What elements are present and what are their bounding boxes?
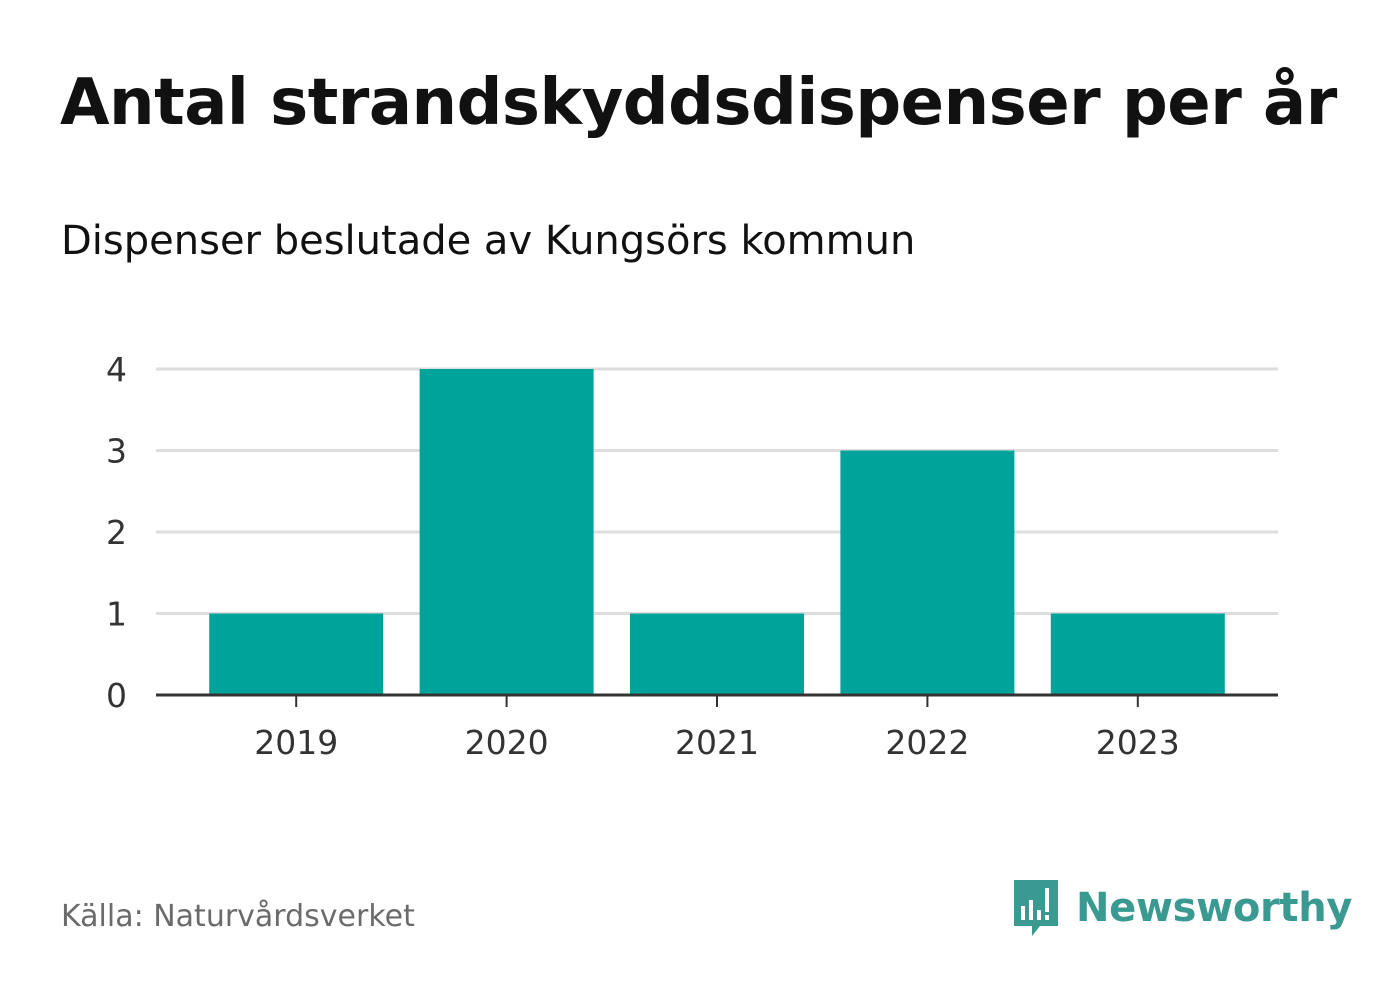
- source-note: Källa: Naturvårdsverket: [61, 899, 415, 934]
- bar-2020: [419, 369, 594, 695]
- x-axis-ticks: 2019 2020 2021 2022 2023: [254, 723, 1180, 762]
- y-tick-label: 0: [106, 676, 127, 715]
- bar-2019: [209, 613, 384, 695]
- brand-name: Newsworthy: [1076, 885, 1353, 931]
- x-tick-label: 2021: [675, 723, 759, 762]
- chart-subtitle: Dispenser beslutade av Kungsörs kommun: [61, 218, 916, 264]
- y-tick-label: 1: [106, 595, 127, 634]
- bar-2022: [840, 450, 1015, 695]
- x-tick-label: 2019: [254, 723, 338, 762]
- y-axis-ticks: 0 1 2 3 4: [106, 350, 127, 715]
- x-tick-label: 2020: [465, 723, 549, 762]
- brand-logo: Newsworthy: [1010, 876, 1353, 940]
- y-tick-label: 2: [106, 513, 127, 552]
- chart-title: Antal strandskyddsdispenser per år: [60, 66, 1337, 140]
- newsworthy-logo-icon: [1014, 880, 1058, 936]
- x-axis: [156, 693, 1278, 707]
- y-tick-label: 3: [106, 432, 127, 471]
- y-tick-label: 4: [106, 350, 127, 389]
- x-tick-label: 2022: [885, 723, 969, 762]
- bar-2023: [1050, 613, 1225, 695]
- bars: [209, 369, 1225, 695]
- bar-2021: [630, 613, 804, 695]
- gridlines: [156, 367, 1278, 615]
- x-tick-label: 2023: [1096, 723, 1180, 762]
